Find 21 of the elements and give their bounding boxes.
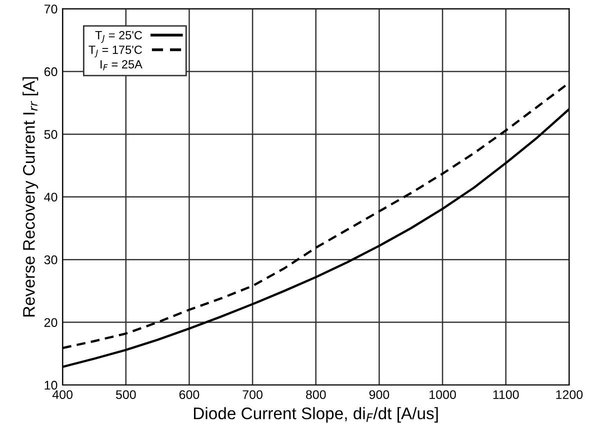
y-tick-label: 40 (44, 192, 58, 202)
y-tick-label: 50 (44, 130, 58, 139)
annotation: I$_{F}$ = 25A (100, 60, 142, 70)
x-tick-label: 500 (116, 390, 136, 400)
y-tick-label: 60 (44, 67, 58, 76)
x-tick-label: 1200 (556, 390, 583, 400)
y-tick-label: 70 (44, 4, 58, 14)
legend-label: T$_{J}$ = 25'C (95, 31, 142, 43)
x-tick-label: 600 (179, 390, 200, 400)
y-tick-label: 20 (44, 318, 58, 327)
x-tick-label: 1100 (493, 390, 519, 400)
x-axis-title: Diode Current Slope, di$_{F}$/dt [A/us] (194, 407, 438, 423)
x-tick-label: 1000 (430, 390, 456, 400)
y-axis-title: Reverse Recovery Current I$_{rr}$ [A] (22, 77, 38, 316)
legend-label: T$_{J}$ = 175'C (88, 46, 142, 58)
y-tick-label: 10 (44, 380, 58, 390)
x-tick-label: 400 (52, 390, 73, 400)
y-tick-label: 30 (44, 255, 58, 264)
x-tick-label: 700 (242, 390, 262, 400)
x-tick-label: 800 (306, 390, 326, 400)
x-tick-label: 900 (369, 390, 390, 400)
